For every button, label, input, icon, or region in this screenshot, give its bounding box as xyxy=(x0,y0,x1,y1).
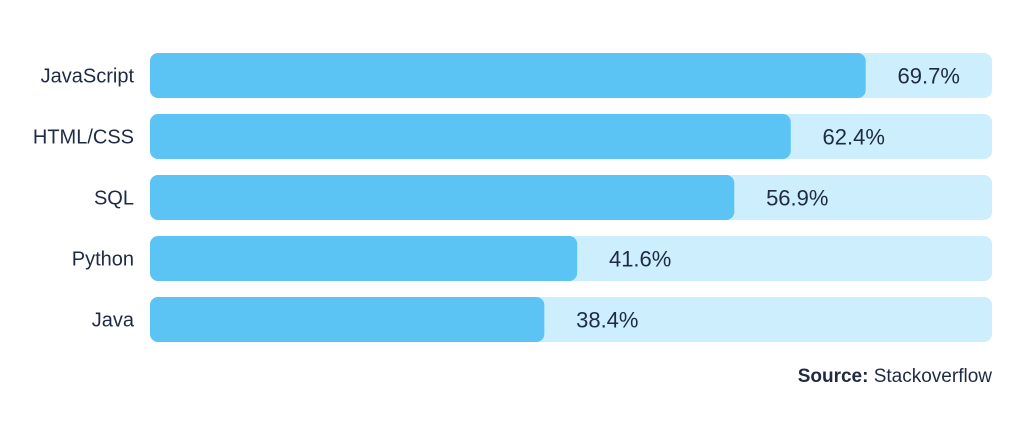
value-label-javascript: 69.7% xyxy=(898,64,960,89)
bar-javascript xyxy=(150,53,866,98)
bar-java xyxy=(150,297,545,342)
bar-sql xyxy=(150,175,735,220)
value-label-python: 41.6% xyxy=(609,247,671,272)
value-label-java: 38.4% xyxy=(576,308,638,333)
category-label-sql: SQL xyxy=(94,188,134,210)
source-value: Stackoverflow xyxy=(873,366,992,387)
value-label-html-css: 62.4% xyxy=(823,125,885,150)
category-label-javascript: JavaScript xyxy=(41,66,135,88)
category-label-python: Python xyxy=(72,249,134,271)
category-label-java: Java xyxy=(92,310,135,332)
source-label: Source: xyxy=(797,366,869,387)
category-label-html-css: HTML/CSS xyxy=(33,127,134,149)
bar-html-css xyxy=(150,114,791,159)
source-note: Source: Stackoverflow xyxy=(798,366,992,388)
bar-python xyxy=(150,236,578,281)
value-label-sql: 56.9% xyxy=(766,186,828,211)
